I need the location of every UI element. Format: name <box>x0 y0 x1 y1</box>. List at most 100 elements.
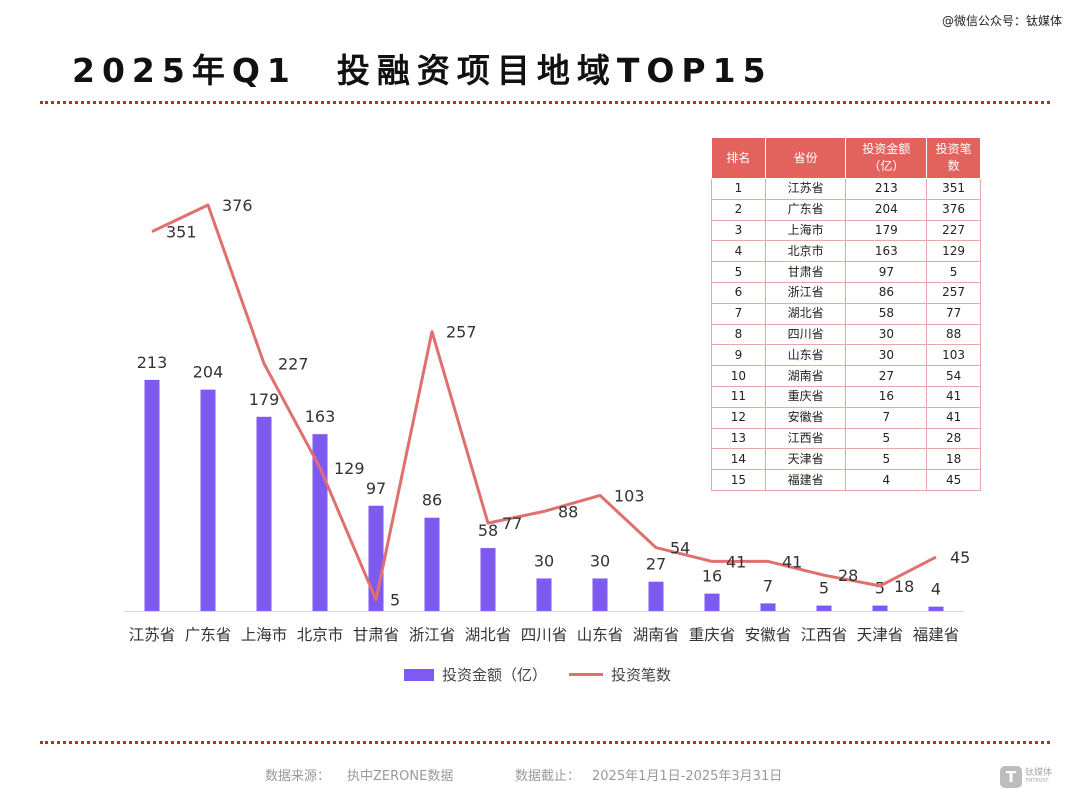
table-cell: 88 <box>926 323 981 346</box>
legend-bar-label: 投资金额（亿） <box>442 666 548 684</box>
line-value-label: 54 <box>670 539 690 558</box>
table-cell: 5 <box>711 261 766 283</box>
table-cell: 5 <box>845 427 928 450</box>
table-cell: 41 <box>926 406 981 429</box>
bar <box>760 603 776 611</box>
table-row: 2 广东省 204 376 <box>711 198 981 221</box>
bar-value-label: 30 <box>590 551 610 570</box>
bar <box>144 379 160 611</box>
table-row: 8 四川省 30 88 <box>711 323 981 346</box>
bar-value-label: 179 <box>249 390 280 409</box>
bottom-dotted-divider <box>40 741 1050 744</box>
bar <box>424 517 440 611</box>
table-cell: 5 <box>926 261 981 283</box>
table-header-cell: 排名 <box>711 137 766 179</box>
source-value: 执中ZERONE数据 <box>347 769 454 784</box>
table-cell: 58 <box>845 302 928 325</box>
table-row: 11 重庆省 16 41 <box>711 385 981 408</box>
table-cell: 376 <box>926 198 981 221</box>
table-cell: 97 <box>845 261 928 283</box>
page-title: 2025年Q1 投融资项目地域TOP15 <box>72 51 773 90</box>
bar <box>256 416 272 611</box>
line-value-label: 18 <box>894 577 914 596</box>
x-tick-label: 湖南省 <box>633 626 680 644</box>
table-cell: 福建省 <box>764 469 847 491</box>
top-dotted-divider <box>40 101 1050 104</box>
x-tick-label: 北京市 <box>297 626 344 644</box>
bar-value-label: 30 <box>534 551 554 570</box>
x-tick-label: 福建省 <box>913 626 960 644</box>
table-cell: 30 <box>845 344 928 367</box>
line-value-label: 257 <box>446 323 477 342</box>
bar <box>816 605 832 611</box>
table-cell: 77 <box>926 302 981 325</box>
date-label: 数据截止： <box>515 769 581 784</box>
x-tick-label: 浙江省 <box>409 626 456 644</box>
x-tick-label: 安徽省 <box>745 626 792 644</box>
line-value-label: 129 <box>334 459 365 478</box>
x-tick-label: 重庆省 <box>689 626 736 644</box>
combo-chart: 213江苏省204广东省179上海市163北京市97甘肃省86浙江省58湖北省3… <box>124 196 970 644</box>
table-cell: 湖北省 <box>764 302 847 325</box>
table-cell: 山东省 <box>764 344 847 367</box>
line-value-label: 5 <box>390 591 400 610</box>
source-label: 数据来源： <box>265 769 331 784</box>
ranking-table: 排名 省份 投资金额 （亿） 投资笔数 1 江苏省 213 351 2 广东省 204 376 3 上海市… <box>711 137 981 491</box>
table-row: 7 湖北省 58 77 <box>711 302 981 325</box>
bar-value-label: 4 <box>931 580 941 599</box>
table-cell: 86 <box>845 281 928 304</box>
x-tick-label: 湖北省 <box>465 626 512 644</box>
x-tick-label: 山东省 <box>577 626 624 644</box>
table-cell: 8 <box>711 323 766 346</box>
bar <box>536 578 552 611</box>
bar-value-label: 97 <box>366 479 386 498</box>
table-cell: 江西省 <box>764 427 847 450</box>
table-cell: 179 <box>845 219 928 242</box>
table-cell: 45 <box>926 469 981 491</box>
table-cell: 9 <box>711 344 766 367</box>
bar <box>480 548 496 611</box>
table-body: 1 江苏省 213 351 2 广东省 204 376 3 上海市 179 227 4 北京市 163 129… <box>711 178 981 491</box>
bar <box>872 605 888 611</box>
chart-legend: 投资金额（亿） 投资笔数 <box>404 664 671 685</box>
table-cell: 安徽省 <box>764 406 847 429</box>
line-value-label: 45 <box>950 548 970 567</box>
table-cell: 3 <box>711 219 766 242</box>
line-value-label: 77 <box>502 514 522 533</box>
table-cell: 54 <box>926 365 981 387</box>
logo-t-icon: T <box>1000 766 1022 788</box>
table-row: 1 江苏省 213 351 <box>711 178 981 200</box>
bar <box>200 389 216 611</box>
line-value-label: 103 <box>614 486 645 505</box>
table-cell: 天津省 <box>764 448 847 471</box>
table-cell: 30 <box>845 323 928 346</box>
table-cell: 上海市 <box>764 219 847 242</box>
line-value-label: 41 <box>782 552 802 571</box>
table-cell: 甘肃省 <box>764 261 847 283</box>
table-cell: 1 <box>711 178 766 200</box>
bar-value-label: 213 <box>137 353 168 372</box>
table-cell: 18 <box>926 448 981 471</box>
bar-value-label: 16 <box>702 567 722 586</box>
table-cell: 5 <box>845 448 928 471</box>
bar-value-label: 58 <box>478 521 498 540</box>
bar <box>928 606 944 611</box>
table-cell: 16 <box>845 385 928 408</box>
line-value-label: 88 <box>558 502 578 521</box>
table-row: 4 北京市 163 129 <box>711 240 981 263</box>
line-value-label: 227 <box>278 355 309 374</box>
table-row: 12 安徽省 7 41 <box>711 406 981 429</box>
table-row: 10 湖南省 27 54 <box>711 365 981 387</box>
table-header-cell: 省份 <box>764 137 847 179</box>
table-row: 3 上海市 179 227 <box>711 219 981 242</box>
bar-value-label: 86 <box>422 491 442 510</box>
table-row: 9 山东省 30 103 <box>711 344 981 367</box>
table-cell: 41 <box>926 385 981 408</box>
table-cell: 浙江省 <box>764 281 847 304</box>
table-row: 15 福建省 4 45 <box>711 469 981 491</box>
bar-value-label: 5 <box>819 579 829 598</box>
x-tick-label: 广东省 <box>185 626 232 644</box>
table-cell: 129 <box>926 240 981 263</box>
table-cell: 351 <box>926 178 981 200</box>
table-cell: 27 <box>845 365 928 387</box>
